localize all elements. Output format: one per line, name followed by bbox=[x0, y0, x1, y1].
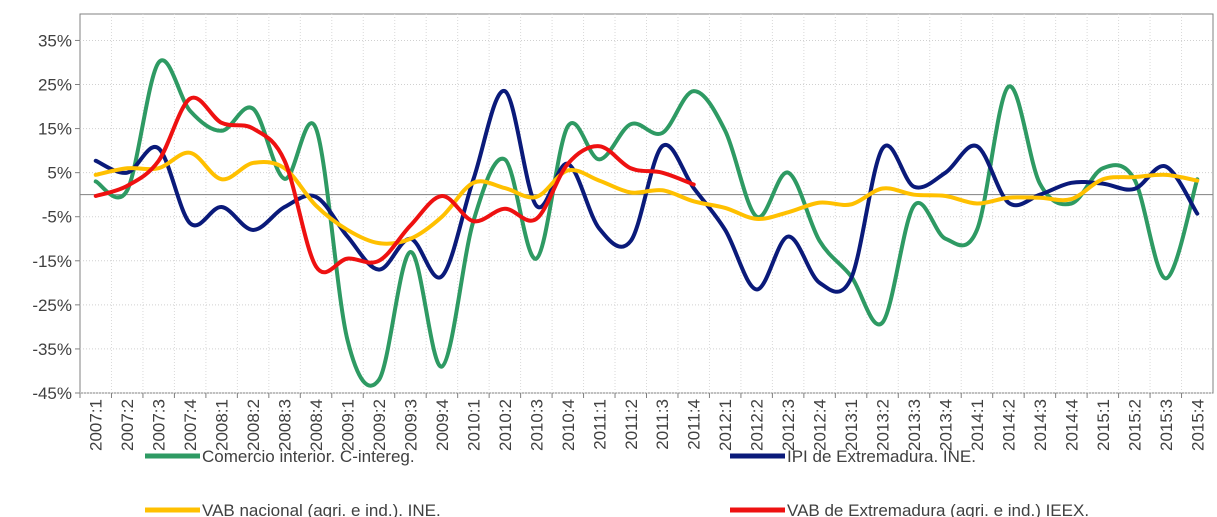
x-tick-label: 2010:4 bbox=[559, 399, 578, 451]
x-tick-label: 2007:3 bbox=[150, 399, 169, 451]
y-tick-label: -15% bbox=[32, 252, 72, 271]
y-tick-label: 25% bbox=[38, 76, 72, 95]
x-tick-label: 2010:2 bbox=[496, 399, 515, 451]
x-tick-label: 2010:1 bbox=[464, 399, 483, 451]
x-tick-label: 2008:4 bbox=[307, 399, 326, 451]
x-tick-label: 2015:2 bbox=[1125, 399, 1144, 451]
legend-label: Comercio interior. C-intereg. bbox=[202, 447, 415, 466]
x-tick-label: 2009:1 bbox=[339, 399, 358, 451]
legend-label: VAB de Extremadura (agri. e ind.) IEEX. bbox=[787, 501, 1089, 517]
x-tick-label: 2012:1 bbox=[716, 399, 735, 451]
x-tick-label: 2014:1 bbox=[968, 399, 987, 451]
x-tick-label: 2011:4 bbox=[685, 399, 704, 450]
x-tick-label: 2014:3 bbox=[1031, 399, 1050, 451]
y-tick-label: -25% bbox=[32, 296, 72, 315]
x-tick-label: 2015:4 bbox=[1188, 399, 1207, 451]
y-tick-label: -45% bbox=[32, 384, 72, 403]
x-tick-label: 2007:2 bbox=[118, 399, 137, 451]
x-tick-label: 2015:1 bbox=[1094, 399, 1113, 451]
series-line bbox=[93, 58, 1200, 388]
x-tick-label: 2008:1 bbox=[213, 399, 232, 451]
legend-label: IPI de Extremadura. INE. bbox=[787, 447, 976, 466]
x-tick-label: 2011:3 bbox=[653, 399, 672, 450]
series-line bbox=[93, 95, 696, 275]
y-tick-label: -5% bbox=[42, 208, 72, 227]
x-tick-label: 2014:2 bbox=[999, 399, 1018, 451]
x-tick-label: 2014:4 bbox=[1062, 399, 1081, 451]
x-tick-label: 2012:4 bbox=[811, 399, 830, 451]
series-line bbox=[93, 89, 1200, 294]
y-tick-label: 15% bbox=[38, 120, 72, 139]
x-tick-label: 2011:1 bbox=[590, 399, 609, 450]
x-tick-label: 2009:2 bbox=[370, 399, 389, 451]
x-tick-label: 2009:3 bbox=[401, 399, 420, 451]
y-tick-label: 5% bbox=[47, 164, 72, 183]
x-tick-label: 2007:1 bbox=[87, 399, 106, 451]
x-tick-label: 2013:1 bbox=[842, 399, 861, 451]
x-tick-label: 2010:3 bbox=[527, 399, 546, 451]
series-line bbox=[93, 150, 1200, 246]
x-tick-label: 2013:2 bbox=[874, 399, 893, 451]
x-tick-label: 2009:4 bbox=[433, 399, 452, 451]
x-tick-label: 2013:4 bbox=[936, 399, 955, 451]
x-tick-label: 2015:3 bbox=[1157, 399, 1176, 451]
legend-label: VAB nacional (agri. e ind.). INE. bbox=[202, 501, 441, 517]
x-tick-label: 2008:3 bbox=[276, 399, 295, 451]
x-tick-label: 2013:3 bbox=[905, 399, 924, 451]
x-tick-label: 2007:4 bbox=[181, 399, 200, 451]
x-tick-label: 2012:3 bbox=[779, 399, 798, 451]
y-tick-label: 35% bbox=[38, 31, 72, 50]
y-tick-label: -35% bbox=[32, 340, 72, 359]
x-tick-label: 2008:2 bbox=[244, 399, 263, 451]
x-tick-label: 2011:2 bbox=[622, 399, 641, 450]
x-tick-label: 2012:2 bbox=[748, 399, 767, 451]
